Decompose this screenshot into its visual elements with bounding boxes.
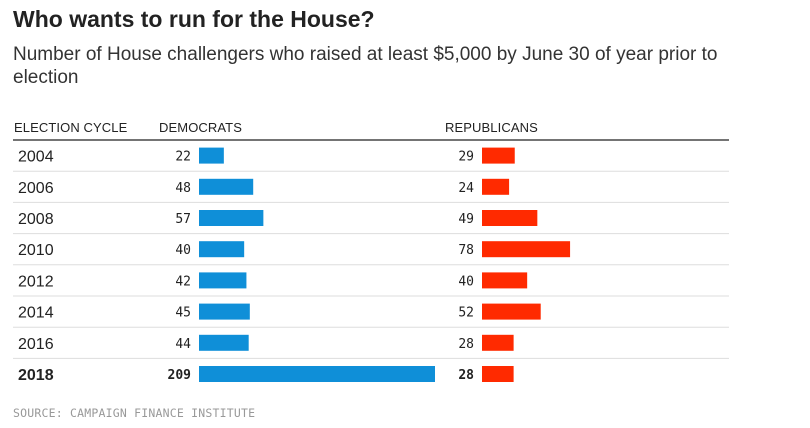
democrats-bar (199, 272, 247, 289)
republicans-value-label: 28 (458, 337, 474, 352)
header-democrats: DEMOCRATS (159, 120, 242, 135)
header-election-cycle: ELECTION CYCLE (14, 120, 128, 135)
header-republicans: REPUBLICANS (445, 120, 538, 135)
republicans-value-label: 52 (458, 306, 474, 321)
year-label: 2008 (18, 211, 54, 228)
year-label: 2014 (18, 305, 54, 322)
republicans-bar (482, 366, 514, 382)
republicans-bar (482, 210, 538, 226)
republicans-value-label: 28 (458, 368, 474, 383)
republicans-bar (482, 147, 515, 164)
source-note: SOURCE: CAMPAIGN FINANCE INSTITUTE (13, 406, 256, 420)
democrats-bar (199, 241, 245, 258)
democrats-bar (199, 178, 254, 195)
republicans-bar (482, 303, 541, 320)
democrats-value-label: 48 (175, 181, 191, 196)
republicans-value-label: 29 (458, 150, 474, 165)
democrats-bar (199, 147, 224, 164)
republicans-value-label: 40 (458, 274, 474, 289)
republicans-bar (482, 334, 514, 351)
chart-subtitle: Number of House challengers who raised a… (13, 44, 718, 88)
year-label: 2012 (18, 273, 54, 290)
year-label: 2018 (18, 367, 54, 384)
republicans-bar (482, 241, 571, 258)
democrats-value-label: 209 (168, 368, 191, 383)
chart-title: Who wants to run for the House? (13, 6, 375, 32)
year-label: 2016 (18, 336, 54, 353)
year-label: 2010 (18, 242, 54, 259)
democrats-value-label: 45 (175, 306, 191, 321)
democrats-bar (199, 303, 250, 320)
democrats-bar (199, 366, 435, 382)
democrats-bar (199, 334, 249, 351)
democrats-value-label: 22 (175, 150, 191, 165)
republicans-value-label: 24 (458, 181, 474, 196)
democrats-value-label: 44 (175, 337, 191, 352)
republicans-value-label: 49 (458, 212, 474, 227)
democrats-value-label: 42 (175, 274, 191, 289)
republicans-value-label: 78 (458, 243, 474, 258)
democrats-value-label: 40 (175, 243, 191, 258)
republicans-bar (482, 272, 528, 289)
year-label: 2006 (18, 180, 54, 197)
democrats-bar (199, 210, 264, 226)
year-label: 2004 (18, 149, 54, 166)
democrats-value-label: 57 (175, 212, 191, 227)
republicans-bar (482, 178, 510, 195)
